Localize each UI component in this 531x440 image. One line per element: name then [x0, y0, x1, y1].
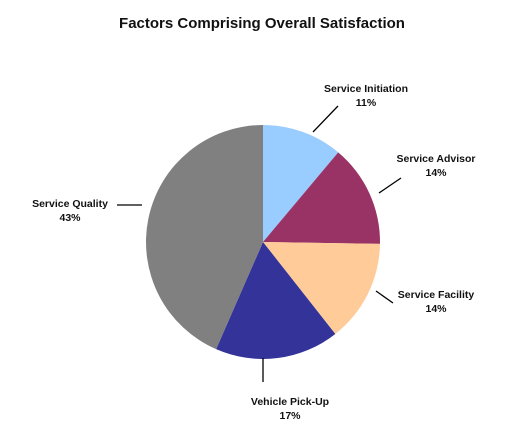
chart-title: Factors Comprising Overall Satisfaction	[119, 15, 405, 32]
slice-labels: Service Initiation 11% Service Advisor 14% S…	[32, 83, 475, 422]
pie-slice-service-initiation	[263, 125, 339, 242]
leader-lines	[117, 105, 402, 382]
pie-slice-vehicle-pick-up	[216, 242, 336, 359]
slice-label-name-vehicle-pick-up: Vehicle Pick-Up	[251, 396, 329, 408]
slice-label-percent-service-advisor: 14%	[425, 167, 447, 179]
slice-label-name-service-advisor: Service Advisor	[397, 153, 476, 165]
slice-label-percent-service-facility: 14%	[425, 303, 447, 315]
leader-line-service-facility	[375, 290, 394, 304]
slice-label-percent-vehicle-pick-up: 17%	[279, 410, 301, 422]
pie-slices	[146, 125, 381, 359]
slice-label-name-service-quality: Service Quality	[32, 198, 108, 210]
pie-slice-service-facility	[263, 242, 380, 334]
pie-slice-service-advisor	[263, 152, 381, 244]
slice-label-percent-service-initiation: 11%	[356, 97, 377, 109]
slice-label-name-service-facility: Service Facility	[398, 289, 475, 301]
leader-line-service-advisor	[378, 177, 402, 194]
pie-slice-service-quality	[146, 125, 263, 350]
slice-label-name-service-initiation: Service Initiation	[324, 83, 408, 95]
slice-label-percent-service-quality: 43%	[59, 212, 81, 224]
leader-line-service-initiation	[312, 105, 339, 133]
